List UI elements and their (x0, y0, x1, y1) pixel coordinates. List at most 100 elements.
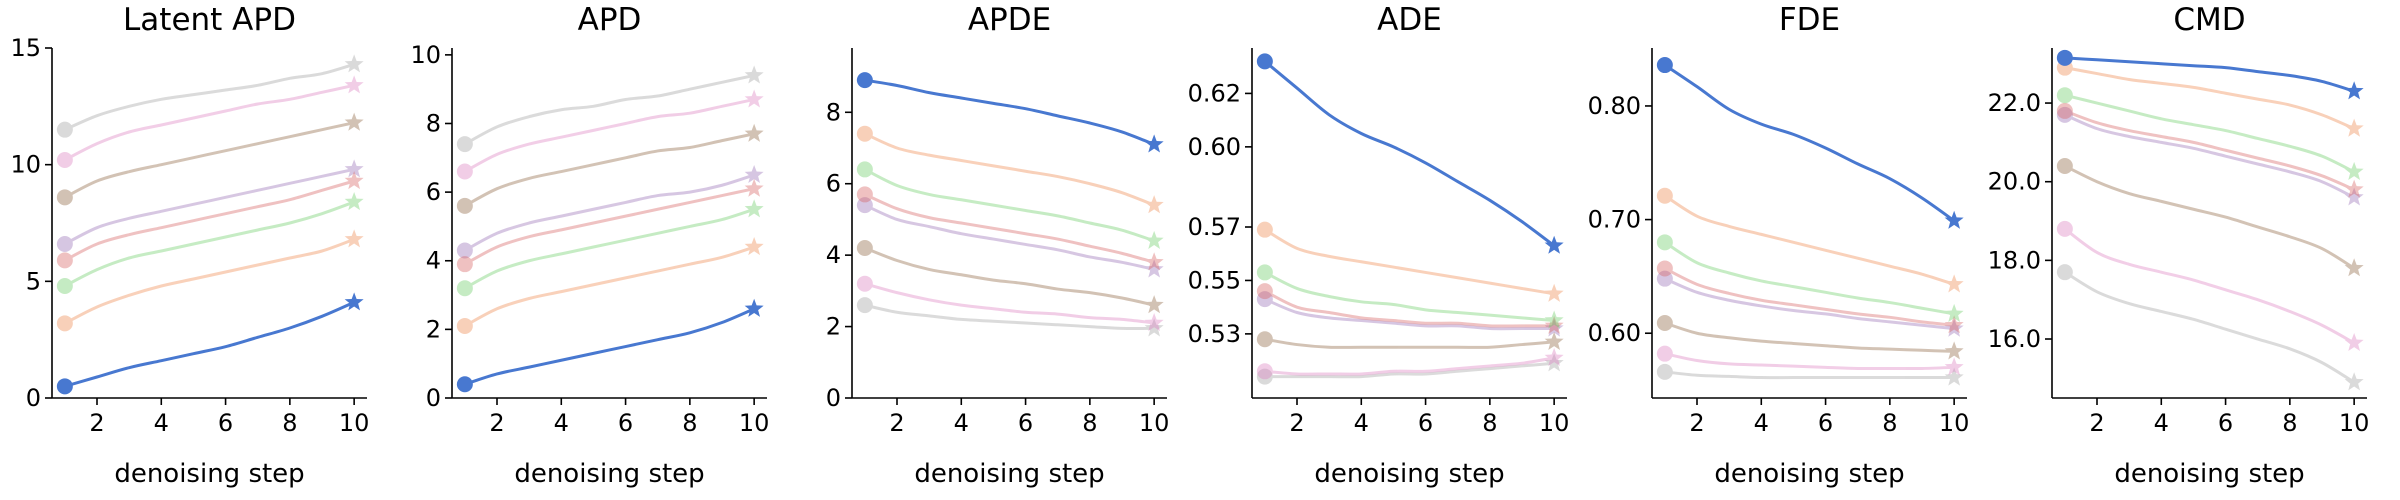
end-point-star (2344, 179, 2364, 198)
start-point-circle (456, 317, 473, 334)
y-tick-label: 4 (426, 247, 441, 275)
start-point-circle (456, 256, 473, 273)
y-tick-label: 10 (10, 151, 41, 179)
series-line (1263, 361, 1556, 379)
end-point-star (744, 123, 764, 142)
series-line (463, 97, 756, 174)
series-line (63, 121, 356, 199)
series-7 (456, 89, 764, 180)
series-line (63, 167, 356, 246)
start-point-circle (1656, 345, 1673, 362)
end-point-star (744, 164, 764, 184)
series-line (863, 282, 1156, 325)
series-line (1663, 194, 1956, 286)
series-line (1263, 228, 1556, 296)
start-point-circle (2056, 102, 2073, 119)
series-3 (456, 199, 764, 297)
series-4 (856, 186, 1164, 271)
x-tick-label: 10 (1539, 409, 1570, 437)
start-point-circle (56, 152, 73, 168)
end-point-star (1944, 210, 1964, 229)
x-axis-label: denoising step (914, 459, 1104, 489)
series-5 (56, 159, 364, 252)
panel-title: APD (578, 2, 642, 38)
end-point-star (1144, 230, 1164, 249)
series-6 (856, 240, 1164, 314)
start-point-circle (1656, 363, 1673, 380)
series-5 (2056, 106, 2364, 206)
end-point-star (1944, 357, 1964, 376)
y-tick-label: 0 (26, 384, 41, 412)
start-point-circle (56, 121, 73, 138)
x-tick-label: 6 (1018, 409, 1033, 437)
end-point-star (744, 178, 764, 197)
y-tick-label: 20.0 (1988, 168, 2041, 196)
end-point-star (744, 237, 764, 256)
series-line (63, 200, 356, 288)
x-tick-label: 10 (2339, 409, 2370, 437)
start-point-circle (1256, 363, 1273, 380)
series-line (1263, 270, 1556, 323)
series-1 (2056, 49, 2364, 100)
end-point-star (1544, 310, 1564, 329)
series-line (1663, 240, 1956, 316)
x-tick-label: 6 (1818, 409, 1833, 437)
series-line (2063, 270, 2356, 384)
start-point-circle (456, 376, 473, 393)
x-tick-label: 8 (682, 409, 697, 437)
panel-1: Latent APD 2 4 6 8 10 0 5 10 15 denoising step (10, 2, 369, 489)
x-tick-label: 10 (1139, 409, 1170, 437)
end-point-star (1144, 252, 1164, 271)
series-line (2063, 227, 2356, 345)
start-point-circle (1656, 57, 1673, 74)
series-4 (56, 171, 364, 269)
start-point-circle (2056, 264, 2073, 281)
series-line (463, 187, 756, 266)
start-point-circle (1256, 368, 1273, 385)
end-point-star (744, 65, 764, 84)
series-1 (456, 298, 764, 393)
end-point-star (344, 229, 364, 248)
start-point-circle (1256, 264, 1273, 281)
x-tick-label: 6 (2218, 409, 2233, 437)
x-axis-label: denoising step (1314, 459, 1504, 489)
series-6 (1656, 315, 1964, 360)
series-3 (2056, 87, 2364, 180)
end-point-star (1144, 313, 1164, 332)
start-point-circle (2056, 87, 2073, 104)
series-4 (1256, 283, 1564, 334)
y-tick-label: 2 (426, 315, 441, 343)
end-point-star (344, 171, 364, 190)
end-point-star (744, 298, 764, 317)
x-tick-label: 2 (2089, 409, 2104, 437)
series-line (863, 303, 1156, 330)
series-line (1263, 289, 1556, 328)
series-2 (1256, 221, 1564, 302)
x-tick-label: 4 (954, 409, 969, 437)
series-7 (856, 275, 1164, 332)
series-1 (56, 292, 364, 395)
start-point-circle (856, 297, 873, 314)
end-point-star (1544, 353, 1564, 372)
series-1 (856, 72, 1164, 153)
y-tick-label: 0.62 (1188, 79, 1241, 107)
y-tick-label: 0.57 (1188, 213, 1241, 241)
end-point-star (1944, 318, 1964, 337)
start-point-circle (56, 278, 73, 294)
y-tick-label: 0 (426, 384, 441, 412)
end-point-star (1944, 303, 1964, 322)
end-point-star (1544, 318, 1564, 337)
panel-title: CMD (2173, 2, 2245, 38)
x-tick-label: 2 (1689, 409, 1704, 437)
series-line (63, 179, 356, 262)
series-line (1663, 63, 1956, 223)
series-6 (2056, 157, 2364, 277)
y-tick-label: 5 (26, 267, 41, 295)
panel-6: CMD 2 4 6 8 10 16.0 18.0 20.0 22.0 denoising step (1988, 2, 2370, 489)
start-point-circle (56, 252, 73, 269)
start-point-circle (56, 236, 73, 252)
series-3 (1656, 234, 1964, 322)
x-tick-label: 2 (1289, 409, 1304, 437)
start-point-circle (2056, 49, 2073, 66)
end-point-star (744, 199, 764, 218)
